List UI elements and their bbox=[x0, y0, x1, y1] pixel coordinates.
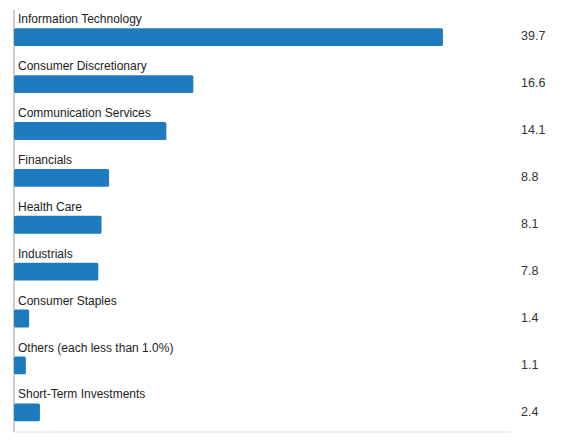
value-label: 2.4 bbox=[521, 405, 538, 419]
bar bbox=[14, 75, 193, 93]
value-label: 7.8 bbox=[521, 264, 538, 278]
value-label: 16.6 bbox=[521, 76, 545, 90]
chart-svg: Information Technology 39.7 Consumer Discr… bbox=[0, 0, 573, 446]
category-label: Financials bbox=[18, 153, 72, 167]
bars bbox=[14, 28, 443, 421]
x-axis-line bbox=[14, 432, 511, 433]
labels: Information Technology 39.7 Consumer Discr… bbox=[18, 12, 545, 418]
category-label: Information Technology bbox=[18, 12, 142, 26]
category-label: Industrials bbox=[18, 247, 73, 261]
value-label: 8.8 bbox=[521, 170, 538, 184]
bar bbox=[14, 28, 443, 46]
value-label: 1.1 bbox=[521, 358, 538, 372]
value-label: 39.7 bbox=[521, 29, 545, 43]
category-label: Consumer Discretionary bbox=[18, 59, 147, 73]
bar bbox=[14, 216, 102, 234]
value-label: 14.1 bbox=[521, 123, 545, 137]
chart-container: Information Technology 39.7 Consumer Discr… bbox=[0, 0, 573, 446]
bar bbox=[14, 310, 29, 328]
bar bbox=[14, 357, 26, 375]
bar bbox=[14, 169, 109, 187]
value-label: 1.4 bbox=[521, 311, 538, 325]
category-label: Short-Term Investments bbox=[18, 387, 145, 401]
value-label: 8.1 bbox=[521, 217, 538, 231]
category-label: Communication Services bbox=[18, 106, 151, 120]
bar bbox=[14, 263, 98, 281]
bar bbox=[14, 403, 40, 421]
category-label: Others (each less than 1.0%) bbox=[18, 341, 173, 355]
category-label: Consumer Staples bbox=[18, 294, 117, 308]
category-label: Health Care bbox=[18, 200, 82, 214]
bar bbox=[14, 122, 166, 140]
